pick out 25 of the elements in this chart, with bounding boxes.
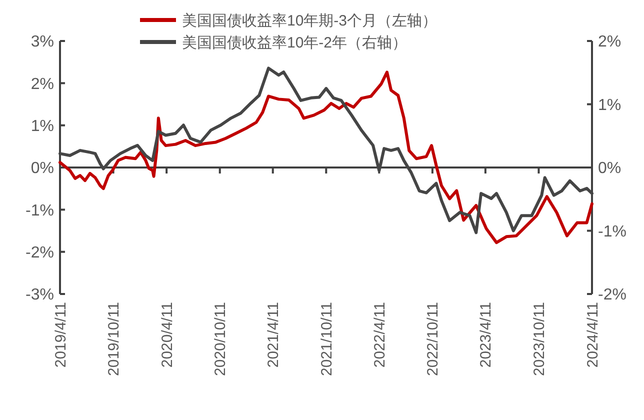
x-tick-label: 2020/4/11 <box>158 302 176 368</box>
y-tick-label: 1% <box>30 118 54 135</box>
x-tick-label: 2022/4/11 <box>371 302 388 368</box>
legend-label: 美国国债收益率10年期-3个月（左轴） <box>182 12 438 30</box>
x-tick-label: 2021/4/11 <box>265 302 282 368</box>
x-tick-label: 2019/4/11 <box>52 302 70 368</box>
y-tick-label: -2% <box>26 244 54 262</box>
legend-label: 美国国债收益率10年-2年（右轴） <box>182 34 408 52</box>
y2-tick-label: 1% <box>598 96 622 114</box>
y-tick-label: -1% <box>26 202 54 220</box>
x-tick-label: 2023/10/11 <box>530 302 548 376</box>
x-tick-label: 2022/10/11 <box>424 302 442 376</box>
y-tick-label: -3% <box>26 286 54 304</box>
y2-tick-label: 0% <box>598 160 622 178</box>
y2-tick-label: 2% <box>598 34 622 51</box>
y-tick-label: 0% <box>30 160 54 178</box>
x-tick-label: 2019/10/11 <box>106 302 123 376</box>
x-tick-label: 2020/10/11 <box>212 302 230 376</box>
x-tick-label: 2021/10/11 <box>318 302 336 376</box>
y2-tick-label: -2% <box>598 286 626 304</box>
y2-tick-label: -1% <box>598 223 626 240</box>
x-tick-label: 2023/4/11 <box>478 302 495 368</box>
x-tick-label: 2024/4/11 <box>584 302 602 368</box>
y-tick-label: 2% <box>30 76 54 93</box>
y-tick-label: 3% <box>30 34 54 51</box>
